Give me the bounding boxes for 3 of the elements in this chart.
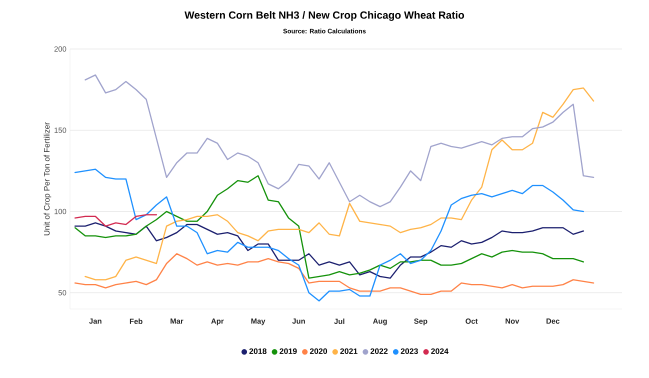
line-series bbox=[84, 74, 594, 208]
line-series bbox=[74, 214, 158, 227]
chart-title: Western Corn Belt NH3 / New Crop Chicago Wheat Ratio bbox=[184, 11, 464, 21]
